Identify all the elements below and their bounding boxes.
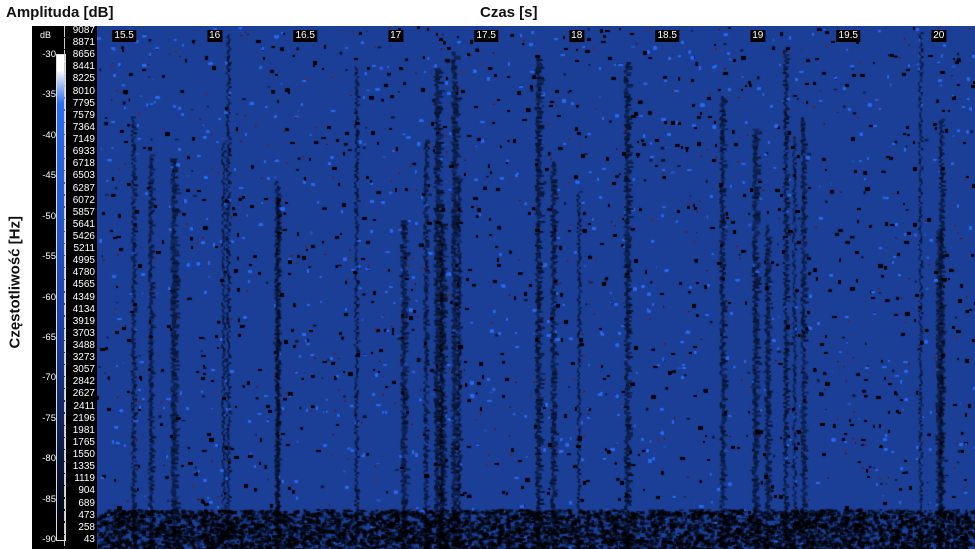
time-tick-label: 17: [388, 30, 404, 42]
colorbar-tick-label: -35: [42, 89, 56, 101]
frequency-tick-label: 8225: [64, 74, 95, 86]
frequency-tick-label: 8656: [64, 49, 95, 62]
frequency-tick-label: 904: [64, 486, 95, 498]
frequency-tick-label: 3488: [64, 340, 95, 352]
frequency-tick-label: 8010: [64, 86, 95, 98]
frequency-axis-title: Częstotliwość [Hz]: [6, 215, 24, 349]
frequency-tick-label: 43: [64, 534, 95, 546]
spectrogram-plot[interactable]: [97, 26, 975, 549]
frequency-tick-label: 1119: [64, 473, 95, 486]
colorbar-tick-label: -50: [42, 210, 56, 222]
time-tick-label: 18.5: [655, 30, 679, 42]
time-ticks: 15.5 16 16.5 17 17.5 18 18.5 19 19.5 20: [97, 26, 975, 46]
time-tick-label: 19.5: [836, 30, 860, 42]
frequency-tick-label: 1765: [64, 437, 95, 449]
frequency-tick-label: 6933: [64, 146, 95, 158]
spectrogram-canvas: [97, 26, 975, 549]
frequency-tick-label: 6718: [64, 158, 95, 171]
time-tick-label: 16: [207, 30, 223, 42]
time-tick-label: 17.5: [474, 30, 498, 42]
colorbar-tick-label: -65: [42, 331, 56, 343]
frequency-tick-label: 1550: [64, 449, 95, 461]
frequency-tick-label: 5211: [64, 243, 95, 255]
frequency-tick-label: 6287: [64, 183, 95, 195]
frequency-tick-label: 5857: [64, 207, 95, 219]
frequency-tick-label: 7149: [64, 134, 95, 146]
frequency-tick-label: 4995: [64, 255, 95, 267]
frequency-tick-label: 258: [64, 522, 95, 534]
frequency-tick-label: 3057: [64, 364, 95, 377]
frequency-tick-label: 7579: [64, 110, 95, 122]
time-tick-label: 15.5: [112, 30, 136, 42]
frequency-ticks: 9087 8871 8656 8441 8225 8010 7795 7579 7364 7149…: [64, 25, 96, 549]
frequency-tick-label: 8441: [64, 62, 95, 74]
frequency-tick-label: 2842: [64, 377, 95, 389]
frequency-tick-label: 4780: [64, 268, 95, 280]
frequency-tick-label: 7364: [64, 122, 95, 134]
frequency-tick-label: 7795: [64, 98, 95, 110]
frequency-tick-label: 9087: [64, 25, 95, 37]
amplitude-colorbar: [56, 54, 66, 541]
frequency-tick-label: 3919: [64, 316, 95, 328]
colorbar-tick-label: -30: [42, 49, 56, 60]
frequency-tick-label: 473: [64, 510, 95, 522]
colorbar-tick-label: -55: [42, 251, 56, 263]
frequency-tick-label: 1335: [64, 461, 95, 473]
db-unit-label: dB: [40, 30, 52, 40]
frequency-tick-label: 6072: [64, 195, 95, 207]
amplitude-axis-title: Amplituda [dB]: [6, 4, 114, 21]
frequency-tick-label: 4134: [64, 304, 95, 316]
colorbar-tick-label: -85: [42, 493, 56, 505]
frequency-tick-label: 5641: [64, 219, 95, 231]
frequency-tick-label: 6503: [64, 171, 95, 183]
colorbar-tick-label: -45: [42, 170, 56, 182]
frequency-tick-label: 5426: [64, 231, 95, 243]
colorbar-tick-label: -90: [42, 534, 56, 545]
frequency-tick-label: 2627: [64, 389, 95, 401]
frequency-tick-label: 3273: [64, 352, 95, 364]
frequency-tick-label: 4565: [64, 280, 95, 292]
colorbar-tick-label: -80: [42, 453, 56, 465]
colorbar-tick-label: -75: [42, 412, 56, 424]
time-tick-label: 18: [569, 30, 585, 42]
frequency-tick-label: 8871: [64, 37, 95, 49]
colorbar-tick-label: -60: [42, 291, 56, 303]
frequency-tick-label: 4349: [64, 292, 95, 304]
time-tick-label: 20: [931, 30, 947, 42]
frequency-tick-label: 3703: [64, 328, 95, 340]
colorbar-tick-label: -40: [42, 129, 56, 141]
frequency-tick-label: 1981: [64, 425, 95, 437]
colorbar-tick-label: -70: [42, 372, 56, 384]
frequency-tick-label: 2196: [64, 413, 95, 425]
frequency-tick-label: 689: [64, 498, 95, 510]
frequency-tick-label: 2411: [64, 401, 95, 413]
time-tick-label: 19: [750, 30, 766, 42]
time-tick-label: 16.5: [293, 30, 317, 42]
time-axis-title: Czas [s]: [480, 4, 538, 21]
